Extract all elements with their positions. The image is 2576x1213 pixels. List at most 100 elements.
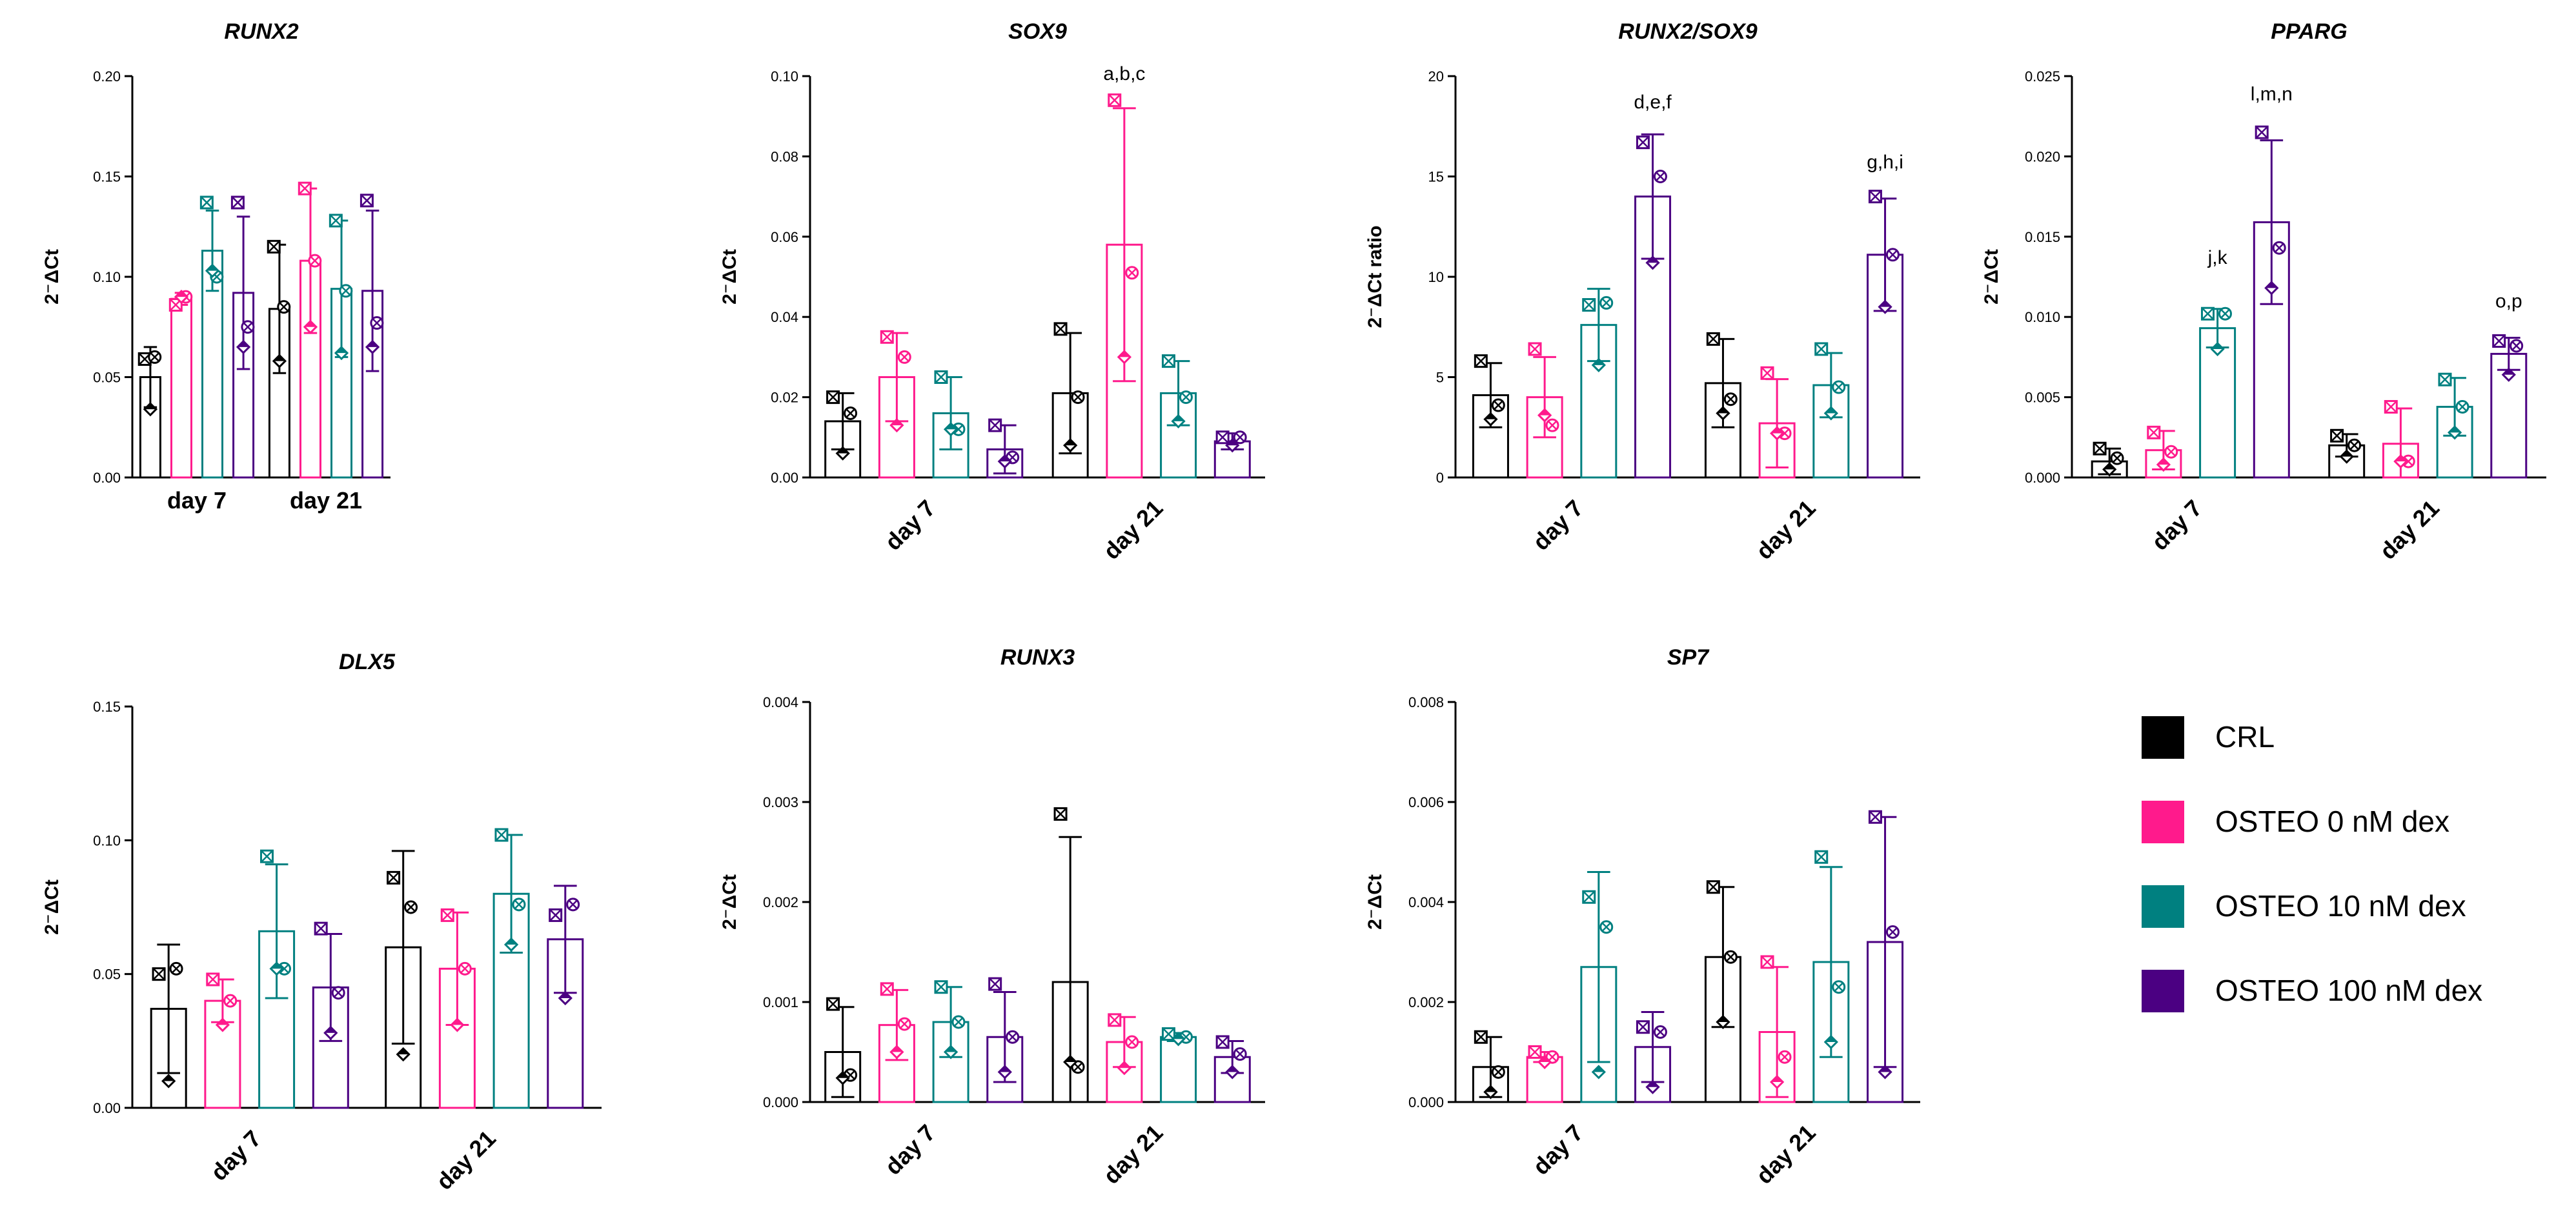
legend-label: OSTEO 100 nM dex <box>2215 974 2482 1007</box>
y-tick-label: 0.15 <box>93 699 121 715</box>
legend-label: OSTEO 10 nM dex <box>2215 889 2466 923</box>
y-tick-label: 0.00 <box>93 470 121 486</box>
data-point <box>826 997 840 1011</box>
data-point <box>277 300 291 314</box>
significance-label: d,e,f <box>1634 92 1672 113</box>
y-tick-label: 0.05 <box>93 967 121 983</box>
significance-label: o,p <box>2495 290 2522 312</box>
data-point <box>298 181 312 195</box>
chart-dlx5: DLX5 0.00 0.05 0.10 0.15 2⁻ΔCt day 7 day 21 <box>41 650 602 1195</box>
y-tick-label: 15 <box>1428 169 1444 185</box>
data-point <box>277 961 291 976</box>
x-category-label: day 7 <box>880 495 940 556</box>
data-point <box>880 330 894 344</box>
data-point <box>1645 256 1660 270</box>
data-point <box>1483 412 1498 426</box>
y-tick-label: 0.06 <box>771 229 798 245</box>
data-point <box>1636 135 1650 150</box>
data-point <box>205 263 220 278</box>
data-point <box>169 961 183 976</box>
y-tick-label: 0.025 <box>2025 68 2060 85</box>
data-point <box>1171 1032 1186 1047</box>
chart-pparg: PPARG 0.000 0.005 0.010 0.015 0.020 0.025 2⁻ΔCt… <box>1981 19 2546 565</box>
data-point <box>1645 1079 1660 1094</box>
data-point <box>267 239 281 254</box>
y-tick-label: 0.20 <box>93 68 121 85</box>
data-point <box>1491 398 1505 412</box>
data-point <box>440 908 454 922</box>
data-point <box>1878 299 1892 314</box>
data-point <box>2492 334 2506 348</box>
data-point <box>1117 1061 1132 1076</box>
y-tick-label: 0.00 <box>93 1100 121 1116</box>
data-point <box>1760 955 1774 969</box>
data-point <box>396 1047 411 1062</box>
data-point <box>1770 1074 1785 1090</box>
data-point <box>1125 266 1139 280</box>
y-tick-label: 0 <box>1436 470 1444 486</box>
y-tick-label: 0.10 <box>771 68 798 85</box>
data-point <box>897 1017 911 1031</box>
y-tick-label: 0.020 <box>2025 148 2060 165</box>
data-point <box>269 961 284 976</box>
data-point <box>826 390 840 405</box>
y-axis-label: 2⁻ΔCt <box>719 249 740 305</box>
data-point <box>2348 438 2362 452</box>
data-point <box>1117 350 1132 365</box>
chart-title: SP7 <box>1667 645 1710 670</box>
significance-label: l,m,n <box>2251 83 2293 105</box>
data-point <box>2147 425 2161 439</box>
data-point <box>1582 298 1596 312</box>
data-point <box>943 422 958 437</box>
chart-runx3: RUNX3 0.000 0.001 0.002 0.003 0.004 2⁻ΔCt day 7… <box>719 645 1265 1189</box>
data-point <box>1053 807 1068 821</box>
data-point <box>1599 296 1614 310</box>
data-point <box>1582 890 1596 904</box>
data-point <box>1215 1035 1230 1049</box>
y-tick-label: 5 <box>1436 370 1444 386</box>
data-point <box>549 908 563 922</box>
data-point <box>236 339 251 354</box>
chart-title: PPARG <box>2271 19 2347 44</box>
data-point <box>2272 241 2286 255</box>
bar <box>1160 1036 1197 1103</box>
y-tick-label: 20 <box>1428 68 1444 85</box>
data-point <box>2102 462 2117 477</box>
data-point <box>1706 880 1720 894</box>
data-point <box>2438 372 2452 386</box>
data-point <box>1885 248 1900 262</box>
data-point <box>329 214 343 228</box>
data-point <box>1823 1034 1838 1050</box>
y-tick-label: 10 <box>1428 269 1444 285</box>
data-point <box>272 354 287 368</box>
y-tick-label: 0.001 <box>763 994 798 1010</box>
data-point <box>2330 428 2344 443</box>
data-point <box>503 937 519 952</box>
data-point <box>1716 1014 1730 1030</box>
y-tick-label: 0.006 <box>1408 794 1444 810</box>
x-category-label: day 7 <box>1528 1119 1588 1180</box>
data-point <box>1125 1035 1139 1049</box>
chart-title: DLX5 <box>339 650 396 674</box>
x-category-label: day 7 <box>167 487 227 514</box>
data-point <box>880 982 894 996</box>
data-point <box>2255 125 2269 139</box>
chart-title: RUNX2 <box>224 19 298 44</box>
chart-title: RUNX2/SOX9 <box>1618 19 1757 44</box>
data-point <box>1653 1025 1667 1039</box>
data-point <box>897 350 911 364</box>
x-category-label: day 21 <box>1750 495 1820 565</box>
data-point <box>2156 457 2171 472</box>
data-point <box>161 1074 176 1088</box>
data-point <box>1885 925 1900 939</box>
data-point <box>1071 390 1085 405</box>
data-point <box>1171 414 1186 429</box>
data-point <box>2110 451 2124 465</box>
data-point <box>1706 332 1720 346</box>
data-point <box>323 1025 338 1041</box>
x-category-label: day 7 <box>880 1119 940 1180</box>
data-point <box>934 980 948 994</box>
data-point <box>1215 430 1230 445</box>
data-point <box>1233 430 1247 445</box>
legend-swatch <box>2142 716 2184 759</box>
